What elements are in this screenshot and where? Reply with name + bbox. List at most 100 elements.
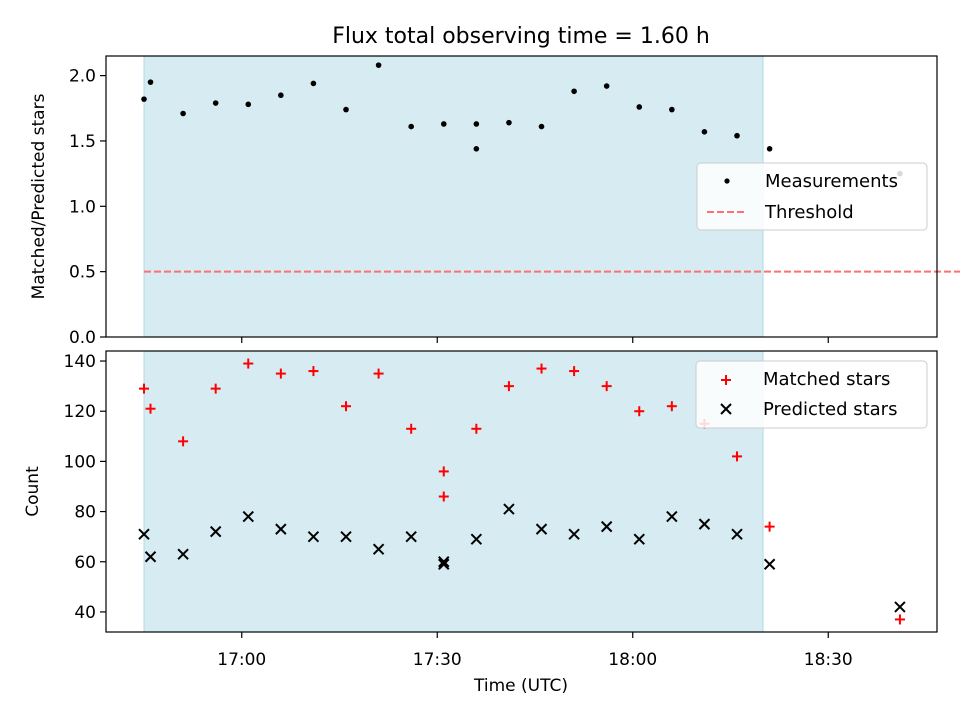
measurement-point [506, 119, 512, 126]
matched-star-point [210, 383, 221, 394]
x-axis-label: Time (UTC) [473, 676, 568, 696]
x-tick-label: 17:30 [413, 650, 462, 670]
matched-star-point [308, 366, 319, 377]
predicted-star-point [763, 558, 776, 570]
measurement-point [343, 106, 349, 113]
measurement-point [375, 62, 382, 68]
measurement-point [141, 96, 147, 102]
matched-star-point [275, 368, 286, 379]
predicted-star-point [568, 528, 580, 540]
predicted-star-point [209, 525, 222, 538]
legend-threshold-label: Threshold [764, 202, 854, 223]
measurement-point [473, 121, 480, 127]
measurement-point [603, 83, 610, 89]
measurement-point [734, 132, 740, 139]
matched-star-point [536, 363, 547, 374]
predicted-star-point [144, 551, 157, 563]
x-tick-label: 18:30 [804, 650, 853, 670]
predicted-star-point [894, 601, 906, 613]
predicted-star-point [340, 530, 352, 543]
predicted-star-point [731, 528, 743, 540]
legend-matched-marker [721, 375, 731, 385]
top-y-ticks: 0.0 0.5 1.0 1.5 2.0 [69, 67, 106, 348]
measurement-point [701, 129, 708, 135]
bottom-axes-frame [105, 350, 938, 633]
matched-star-point [243, 358, 254, 369]
bottom-y-tick-label: 100 [64, 452, 96, 472]
predicted-star-point [438, 558, 450, 570]
predicted-star-point [470, 533, 483, 545]
predicted-star-point [666, 510, 678, 523]
bottom-y-axis-label: Count [23, 466, 43, 517]
measurement-point [180, 110, 186, 117]
top-highlight-span [143, 55, 764, 338]
bottom-y-tick-label: 60 [74, 553, 96, 573]
bottom-y-tick-label: 140 [64, 352, 96, 372]
ratio-panel: 0.00.51.01.52.0 Matched/Predicted stars … [29, 55, 960, 348]
top-axes-frame [105, 55, 938, 338]
legend-measurements-label: Measurements [765, 171, 898, 192]
top-y-tick-label: 0.0 [69, 328, 96, 348]
x-tick-label: 18:00 [608, 650, 657, 670]
top-legend-box [696, 162, 928, 231]
measurement-point [538, 123, 545, 130]
top-y-tick-label: 0.5 [69, 263, 96, 283]
predicted-star-point [503, 503, 515, 515]
predicted-star-point [600, 520, 613, 533]
top-y-tick-label: 1.5 [69, 132, 96, 152]
predicted-star-point [698, 518, 711, 530]
bottom-y-tick-label: 80 [74, 503, 96, 523]
matched-star-point [634, 406, 645, 417]
predicted-star-point [535, 523, 548, 535]
matched-star-point [373, 368, 384, 379]
bottom-y-tick-label: 40 [74, 603, 96, 623]
measurement-point [571, 88, 577, 95]
matched-star-point [601, 381, 612, 392]
measurement-point [636, 104, 643, 110]
bottom-legend: Matched stars Predicted stars [695, 360, 928, 429]
top-x-ticks [241, 337, 829, 343]
predicted-star-point [275, 523, 287, 535]
measurement-point [245, 101, 252, 108]
matched-star-point [894, 614, 905, 625]
matched-star-point [569, 366, 580, 377]
matched-star-point [503, 381, 514, 392]
top-y-tick-label: 2.0 [69, 67, 96, 87]
measurement-point [212, 100, 219, 106]
matched-star-point [471, 423, 482, 434]
top-legend: Measurements Threshold [696, 162, 928, 231]
predicted-star-point [438, 556, 450, 568]
bottom-highlight-span [143, 350, 764, 633]
measurement-point [147, 79, 154, 85]
matched-star-point [341, 401, 352, 412]
matched-stars-points [139, 358, 905, 625]
predicted-stars-points [138, 503, 906, 613]
predicted-star-point [307, 530, 320, 543]
predicted-star-point [633, 533, 645, 545]
top-y-axis-label: Matched/Predicted stars [29, 93, 49, 299]
predicted-star-point [177, 548, 189, 560]
x-tick-label: 17:00 [217, 650, 266, 670]
measurement-point [310, 80, 317, 87]
chart-title: Flux total observing time = 1.60 h [332, 24, 710, 49]
legend-predicted-label: Predicted stars [763, 399, 897, 420]
matched-star-point [438, 466, 449, 477]
measurement-point [440, 121, 447, 127]
matched-star-point [178, 436, 189, 447]
measurement-point [278, 92, 284, 99]
top-y-tick-label: 1.0 [69, 197, 96, 217]
measurement-point [408, 123, 414, 130]
matched-star-point [764, 521, 775, 532]
bottom-y-tick-label: 120 [64, 402, 96, 422]
predicted-star-point [138, 528, 150, 540]
matched-star-point [666, 401, 677, 412]
predicted-star-point [372, 543, 385, 555]
matched-star-point [438, 491, 449, 502]
measurement-point [669, 106, 675, 113]
measurement-point [766, 145, 773, 152]
predicted-star-point [242, 510, 254, 523]
legend-matched-label: Matched stars [763, 369, 890, 390]
matched-star-point [145, 403, 156, 414]
